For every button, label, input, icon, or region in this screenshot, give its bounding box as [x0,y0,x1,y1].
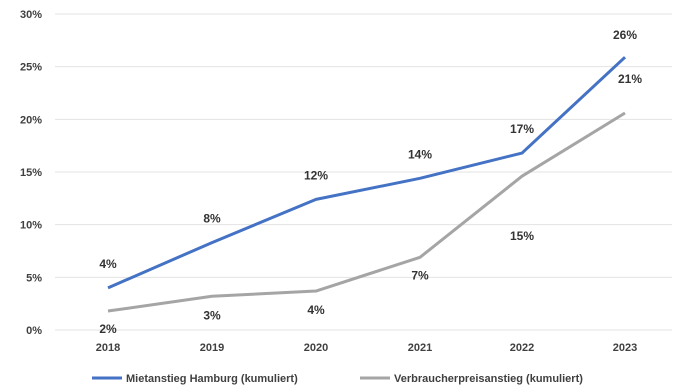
data-label: 12% [304,168,328,182]
x-axis-ticks: 2018 2019 2020 2021 2022 2023 [96,342,637,354]
data-label: 2% [99,322,117,336]
y-tick-label: 15% [20,167,42,179]
data-label: 7% [411,268,429,282]
gridlines [55,13,672,331]
series-line [107,111,626,313]
data-label: 26% [613,28,637,42]
x-tick-label: 2019 [200,342,224,354]
data-label: 4% [307,303,325,317]
y-axis-ticks: 0% 5% 10% 15% 20% 25% 30% [20,9,42,337]
data-label: 4% [99,257,117,271]
data-label: 14% [408,147,432,161]
data-label: 21% [618,72,642,86]
y-tick-label: 20% [20,114,42,126]
data-labels: 4% 8% 12% 14% 17% 26% 2% 3% 4% 7% 15% 21% [99,28,642,336]
legend-label: Mietanstieg Hamburg (kumuliert) [126,373,298,385]
legend: Mietanstieg Hamburg (kumuliert) Verbrauch… [92,373,583,385]
y-tick-label: 0% [26,325,42,337]
y-tick-label: 10% [20,220,42,232]
series-lines [107,56,627,313]
data-label: 15% [510,229,534,243]
x-tick-label: 2021 [408,342,432,354]
y-tick-label: 30% [20,9,42,21]
x-tick-label: 2020 [304,342,328,354]
data-label: 17% [510,122,534,136]
data-label: 3% [203,308,221,322]
y-tick-label: 5% [26,272,42,284]
x-tick-label: 2018 [96,342,120,354]
x-tick-label: 2023 [613,342,637,354]
y-tick-label: 25% [20,62,42,74]
series-line [107,56,627,290]
data-label: 8% [203,212,221,226]
x-tick-label: 2022 [510,342,534,354]
legend-label: Verbraucherpreisanstieg (kumuliert) [394,373,583,385]
